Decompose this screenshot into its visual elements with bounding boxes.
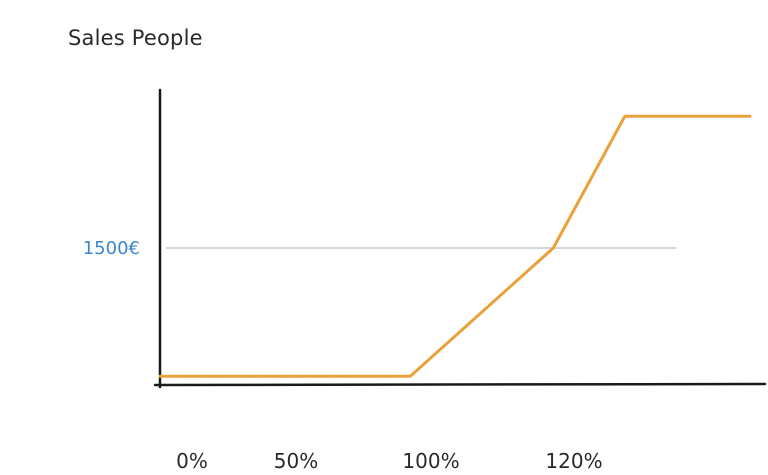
x-axis: [153, 382, 767, 387]
labels-group: 1500€ 0% 50% 100% 120%: [83, 238, 603, 473]
reference-label: 1500€: [83, 238, 140, 259]
chart-title: Sales People: [68, 26, 203, 50]
x-tick-label: 0%: [176, 449, 208, 473]
x-tick-label: 50%: [274, 449, 318, 473]
series-group: [158, 114, 752, 378]
axes-group: [153, 88, 767, 389]
x-tick-label: 120%: [545, 449, 602, 473]
x-tick-label: 100%: [402, 449, 459, 473]
series-line-0: [158, 114, 752, 378]
